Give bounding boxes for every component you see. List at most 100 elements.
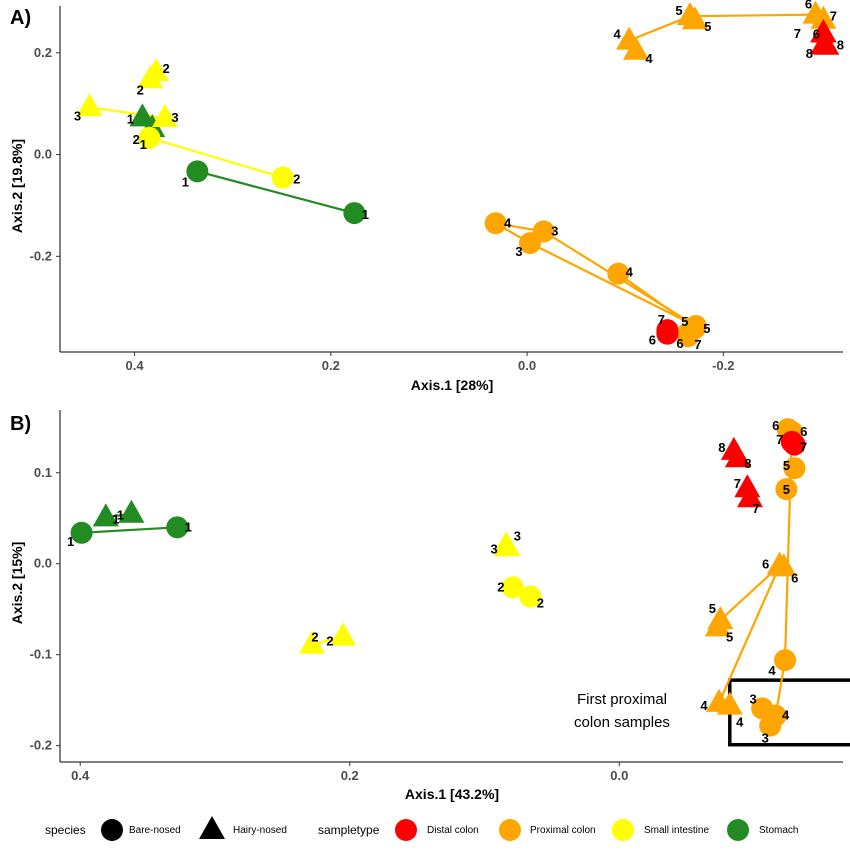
point-proximal-colon-bare-nosed <box>484 212 507 235</box>
point-label: 7 <box>658 312 665 327</box>
point-small-intestine-hairy-nosed <box>137 65 164 89</box>
point-label: 3 <box>490 542 497 557</box>
point-label: 2 <box>537 595 544 610</box>
point-small-intestine-hairy-nosed <box>330 622 357 646</box>
point-label: 3 <box>551 223 558 238</box>
panel-b-y-tick-label: 0.1 <box>34 465 52 480</box>
point-label: 7 <box>776 432 783 447</box>
point-proximal-colon-hairy-nosed <box>681 6 708 30</box>
point-label: 2 <box>133 132 140 147</box>
point-label: 7 <box>752 501 759 516</box>
point-distal-colon-hairy-nosed <box>810 19 837 43</box>
point-label: 4 <box>782 708 790 723</box>
point-label: 7 <box>800 440 807 455</box>
panel-b-y-tick-label: -0.1 <box>30 647 52 662</box>
point-proximal-colon-hairy-nosed <box>704 613 731 637</box>
point-label: 1 <box>185 519 192 534</box>
panel-a-x-tick-label: 0.2 <box>322 358 340 373</box>
point-label: 8 <box>837 38 844 53</box>
panel-b-x-axis-title: Axis.1 [43.2%] <box>405 786 499 802</box>
legend-swatch-small-intestine <box>612 819 634 841</box>
point-label: 4 <box>626 265 634 280</box>
link-stomach <box>197 170 355 215</box>
legend-swatch-proximal-colon <box>499 819 521 841</box>
point-label: 3 <box>514 528 521 543</box>
legend-sampletype-proximal-colon: Proximal colon <box>530 825 596 836</box>
point-small-intestine-hairy-nosed <box>76 93 103 117</box>
legend-species-hairy-nosed: Hairy-nosed <box>233 825 287 836</box>
panel-a-x-tick-label: 0.0 <box>518 358 536 373</box>
point-small-intestine-bare-nosed <box>501 576 524 599</box>
point-label: 4 <box>700 698 708 713</box>
point-label: 8 <box>806 46 813 61</box>
point-proximal-colon-hairy-nosed <box>770 553 797 577</box>
point-label: 2 <box>163 61 170 76</box>
point-label: 1 <box>117 508 124 523</box>
point-proximal-colon-bare-nosed <box>607 262 630 285</box>
point-distal-colon-hairy-nosed <box>724 444 751 468</box>
point-stomach-hairy-nosed <box>92 503 119 527</box>
point-small-intestine-bare-nosed <box>271 166 294 189</box>
legend-swatch-stomach <box>727 819 749 841</box>
point-proximal-colon-hairy-nosed <box>622 36 649 60</box>
point-label: 5 <box>709 601 716 616</box>
point-label: 5 <box>681 314 688 329</box>
point-label: 6 <box>676 336 683 351</box>
point-label: 4 <box>736 715 744 730</box>
point-stomach-bare-nosed <box>186 160 209 183</box>
panel-b-x-tick-label: 0.0 <box>610 768 628 783</box>
point-label: 5 <box>783 458 790 473</box>
point-distal-colon-bare-nosed <box>783 433 806 456</box>
point-label: 7 <box>830 9 837 24</box>
panel-a-markers <box>76 0 840 348</box>
annotation-line-1: First proximal <box>577 691 667 708</box>
annotation-line-2: colon samples <box>574 714 670 731</box>
point-label: 3 <box>515 244 522 259</box>
point-proximal-colon-bare-nosed <box>518 232 541 255</box>
panel-b-x-tick-label: 0.2 <box>341 768 359 783</box>
legend-circle-icon <box>101 819 123 841</box>
point-label: 5 <box>704 19 711 34</box>
point-label: 4 <box>613 27 621 42</box>
point-label: 6 <box>762 557 769 572</box>
link-proximal-colon <box>719 564 781 621</box>
point-label: 1 <box>362 207 369 222</box>
point-proximal-colon-bare-nosed <box>759 714 782 737</box>
panel-a-y-tick-label: 0.0 <box>34 147 52 162</box>
link-small-intestine <box>148 136 284 179</box>
point-label: 1 <box>112 511 119 526</box>
link-proximal-colon <box>689 13 816 18</box>
point-label: 8 <box>718 440 725 455</box>
point-stomach-bare-nosed <box>166 516 189 539</box>
point-small-intestine-bare-nosed <box>519 585 542 608</box>
point-label: 3 <box>74 108 81 123</box>
point-small-intestine-hairy-nosed <box>299 630 326 654</box>
point-label: 8 <box>744 456 751 471</box>
point-label: 3 <box>171 110 178 125</box>
point-label: 2 <box>326 633 333 648</box>
legend: species Bare-nosed Hairy-nosed sampletyp… <box>45 816 798 841</box>
panel-a-y-tick-label: -0.2 <box>30 248 52 263</box>
point-label: 4 <box>645 51 653 66</box>
legend-species-bare-nosed: Bare-nosed <box>129 825 181 836</box>
point-label: 5 <box>675 3 682 18</box>
point-label: 7 <box>794 26 801 41</box>
point-stomach-bare-nosed <box>343 202 366 225</box>
point-label: 6 <box>805 0 812 12</box>
point-label: 6 <box>772 418 779 433</box>
point-label: 4 <box>768 663 776 678</box>
link-proximal-colon <box>617 272 696 329</box>
point-proximal-colon-bare-nosed <box>675 323 698 346</box>
link-proximal-colon <box>529 242 697 328</box>
panel-a-y-axis-title: Axis.2 [19.8%] <box>9 139 25 233</box>
panel-b: B) Axis.1 [43.2%] Axis.2 [15%] First pro… <box>9 410 850 802</box>
panel-a-label: A) <box>10 7 31 29</box>
point-label: 5 <box>703 321 710 336</box>
point-stomach-bare-nosed <box>70 521 93 544</box>
point-label: 6 <box>800 424 807 439</box>
panel-b-markers <box>70 418 806 737</box>
panel-b-x-tick-label: 0.4 <box>71 768 90 783</box>
point-proximal-colon-hairy-nosed <box>810 5 837 29</box>
